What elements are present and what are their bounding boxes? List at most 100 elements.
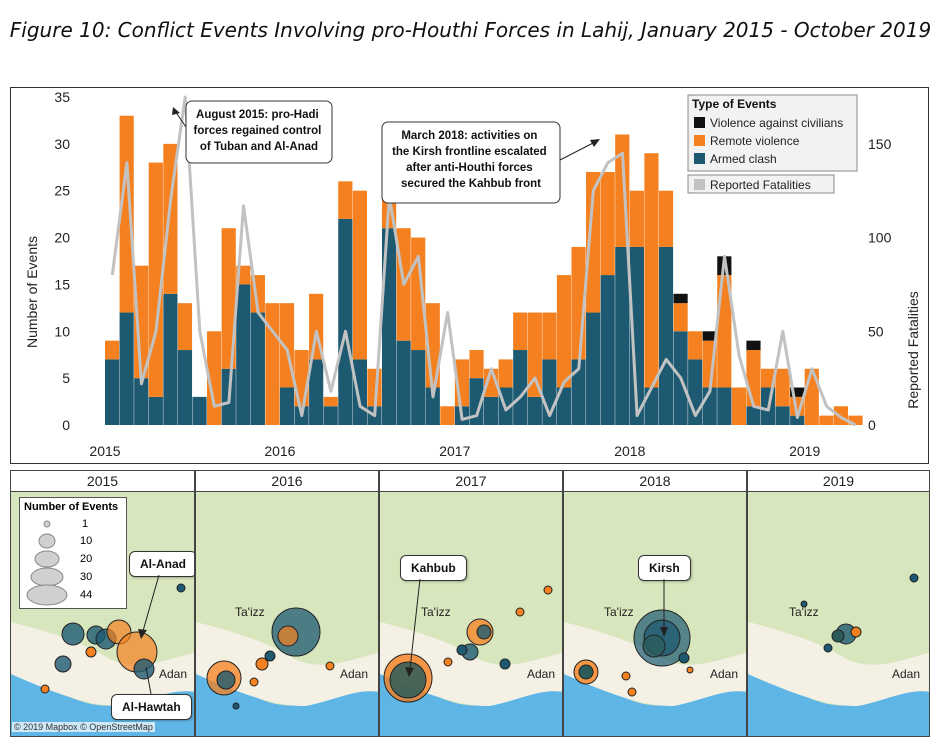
map-panel-2018: 2018 Kirsh xyxy=(563,470,747,737)
map-panel-2016: 2016 xyxy=(195,470,379,737)
armed-clash-bar xyxy=(571,359,586,425)
remote-violence-bar xyxy=(848,415,863,425)
y2-tick-label: 50 xyxy=(868,323,884,339)
y2-tick-label: 100 xyxy=(868,230,892,246)
annotation-aug-2015: August 2015: pro-Hadi forces regained co… xyxy=(172,100,333,164)
remote-violence-bar xyxy=(513,312,528,351)
y-tick-label: 35 xyxy=(54,89,70,105)
legend-remote: Remote violence xyxy=(710,134,800,148)
y2-tick-label: 150 xyxy=(868,136,892,152)
y-tick-label: 15 xyxy=(54,276,70,292)
map-panel-2019: 2019 xyxy=(747,470,930,737)
remote-violence-bar xyxy=(673,303,688,332)
remote-violence-bar xyxy=(542,312,557,360)
city-aden-2018: Adan xyxy=(710,667,739,681)
legend-swatch-remote xyxy=(694,135,705,146)
y2-axis-label: Reported Fatalities xyxy=(905,291,921,409)
remote-violence-bar xyxy=(338,181,353,219)
remote-violence-bar xyxy=(629,190,644,247)
city-taizz-2019: Ta'izz xyxy=(789,605,819,619)
remote-violence-bar xyxy=(775,368,790,407)
armed-clash-bar xyxy=(192,396,207,425)
size-legend-30: 30 xyxy=(80,571,93,583)
armed-clash-bar xyxy=(615,246,630,425)
y-tick-label: 10 xyxy=(54,323,70,339)
remote-violence-bar xyxy=(265,303,280,425)
map-2019 xyxy=(748,492,929,736)
y-tick-label: 30 xyxy=(54,136,70,152)
armed-clash-bar xyxy=(790,415,805,425)
remote-violence-bar xyxy=(600,171,615,276)
armed-clash-bar xyxy=(163,293,178,425)
violence-against-civilians-bar xyxy=(746,340,761,351)
armed-clash-bar xyxy=(148,396,163,425)
y-tick-label: 25 xyxy=(54,183,70,199)
remote-violence-bar xyxy=(731,387,746,425)
violence-against-civilians-bar xyxy=(790,387,805,397)
y-tick-label: 0 xyxy=(62,417,70,433)
remote-violence-bar xyxy=(688,331,703,360)
armed-clash-bar xyxy=(323,406,338,425)
annotation-mar-2018: March 2018: activities on the Kirsh fron… xyxy=(381,121,600,204)
legend-title: Type of Events xyxy=(692,97,777,111)
callout-al-anad: Al-Anad xyxy=(129,551,194,577)
x-tick-label: 2019 xyxy=(789,443,820,459)
remote-violence-bar xyxy=(498,359,513,388)
armed-clash-bar xyxy=(236,284,251,425)
x-tick-label: 2017 xyxy=(439,443,470,459)
legend-violence: Violence against civilians xyxy=(710,116,843,130)
armed-clash-bar xyxy=(469,378,484,425)
legend-fatalities: Reported Fatalities xyxy=(710,178,811,192)
legend-swatch-armed xyxy=(694,153,705,164)
map-2016 xyxy=(196,492,378,736)
size-legend-10: 10 xyxy=(80,535,93,547)
armed-clash-bar xyxy=(513,350,528,425)
y-tick-label: 20 xyxy=(54,230,70,246)
city-aden-2017: Adan xyxy=(527,667,556,681)
city-taizz-2016: Ta'izz xyxy=(235,605,265,619)
armed-clash-bar xyxy=(600,275,615,425)
map-2018 xyxy=(564,492,746,736)
remote-violence-bar xyxy=(440,406,455,425)
armed-clash-bar xyxy=(279,387,295,425)
size-legend-44: 44 xyxy=(80,589,93,601)
x-tick-label: 2015 xyxy=(89,443,120,459)
svg-text:August 2015: pro-Hadi fo: August 2015: pro-Hadi forces regained co… xyxy=(193,109,324,153)
armed-clash-bar xyxy=(177,350,193,425)
remote-violence-bar xyxy=(760,368,776,388)
map-title-2016: 2016 xyxy=(196,471,378,492)
armed-clash-bar xyxy=(717,387,732,425)
armed-clash-bar xyxy=(586,312,601,425)
remote-violence-bar xyxy=(323,396,338,407)
map-copyright: © 2019 Mapbox © OpenStreetMap xyxy=(12,722,155,732)
size-legend-1: 1 xyxy=(82,518,89,530)
map-panel-2015: 2015 Number of Events 1 xyxy=(10,470,195,737)
map-title-2019: 2019 xyxy=(748,471,929,492)
map-title-2017: 2017 xyxy=(380,471,562,492)
armed-clash-bar xyxy=(775,406,790,425)
x-tick-label: 2018 xyxy=(614,443,645,459)
armed-clash-bar xyxy=(396,340,411,425)
remote-violence-bar xyxy=(352,190,367,360)
violence-against-civilians-bar xyxy=(702,331,717,341)
city-aden-2016: Adan xyxy=(340,667,369,681)
armed-clash-bar xyxy=(381,228,397,425)
armed-clash-bar xyxy=(658,246,674,425)
chart-legend: Type of Events Violence against civilian… xyxy=(687,94,858,194)
chart-frame xyxy=(10,87,929,464)
armed-clash-bar xyxy=(105,359,120,425)
armed-clash-bar xyxy=(411,350,426,425)
armed-clash-bar xyxy=(484,396,499,425)
remote-violence-bar xyxy=(207,331,222,425)
maps-row: 2015 Number of Events 1 xyxy=(10,470,930,737)
remote-violence-bar xyxy=(105,340,120,360)
remote-violence-bar xyxy=(556,275,572,388)
fatalities-line xyxy=(110,95,857,427)
remote-violence-bar xyxy=(658,190,674,247)
legend-swatch-violence xyxy=(694,117,705,128)
armed-clash-bar xyxy=(629,246,644,425)
size-legend-20: 20 xyxy=(80,553,93,565)
remote-violence-bar xyxy=(119,115,134,313)
violence-against-civilians-bar xyxy=(673,293,688,304)
armed-clash-bar xyxy=(425,387,440,425)
